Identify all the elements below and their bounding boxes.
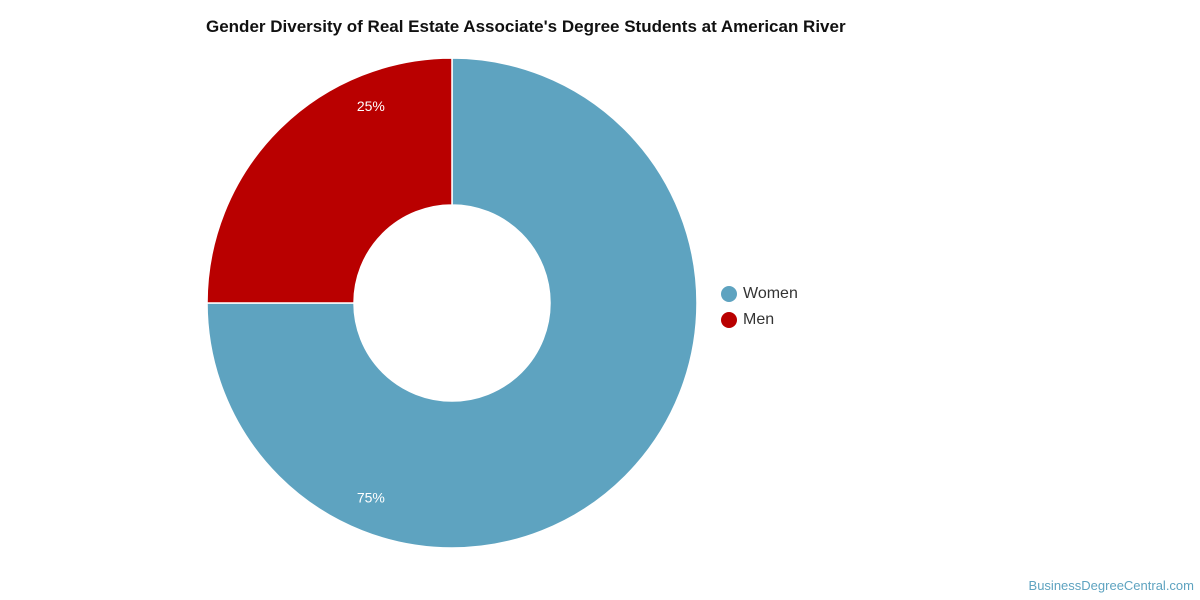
- legend-item-men[interactable]: Men: [721, 307, 798, 333]
- legend-swatch-men: [721, 312, 737, 328]
- donut-slice-men[interactable]: [206, 57, 453, 304]
- legend-label-women: Women: [743, 285, 798, 302]
- slice-label-men: 25%: [357, 98, 385, 114]
- slice-label-women: 75%: [357, 490, 385, 506]
- legend-label-men: Men: [743, 311, 775, 328]
- chart-legend: Women Men: [721, 281, 798, 333]
- legend-swatch-women: [721, 286, 737, 302]
- donut-slice-women[interactable]: [206, 57, 698, 549]
- site-watermark[interactable]: BusinessDegreeCentral.com: [1028, 578, 1194, 593]
- chart-title: Gender Diversity of Real Estate Associat…: [206, 17, 846, 36]
- legend-item-women[interactable]: Women: [721, 281, 798, 307]
